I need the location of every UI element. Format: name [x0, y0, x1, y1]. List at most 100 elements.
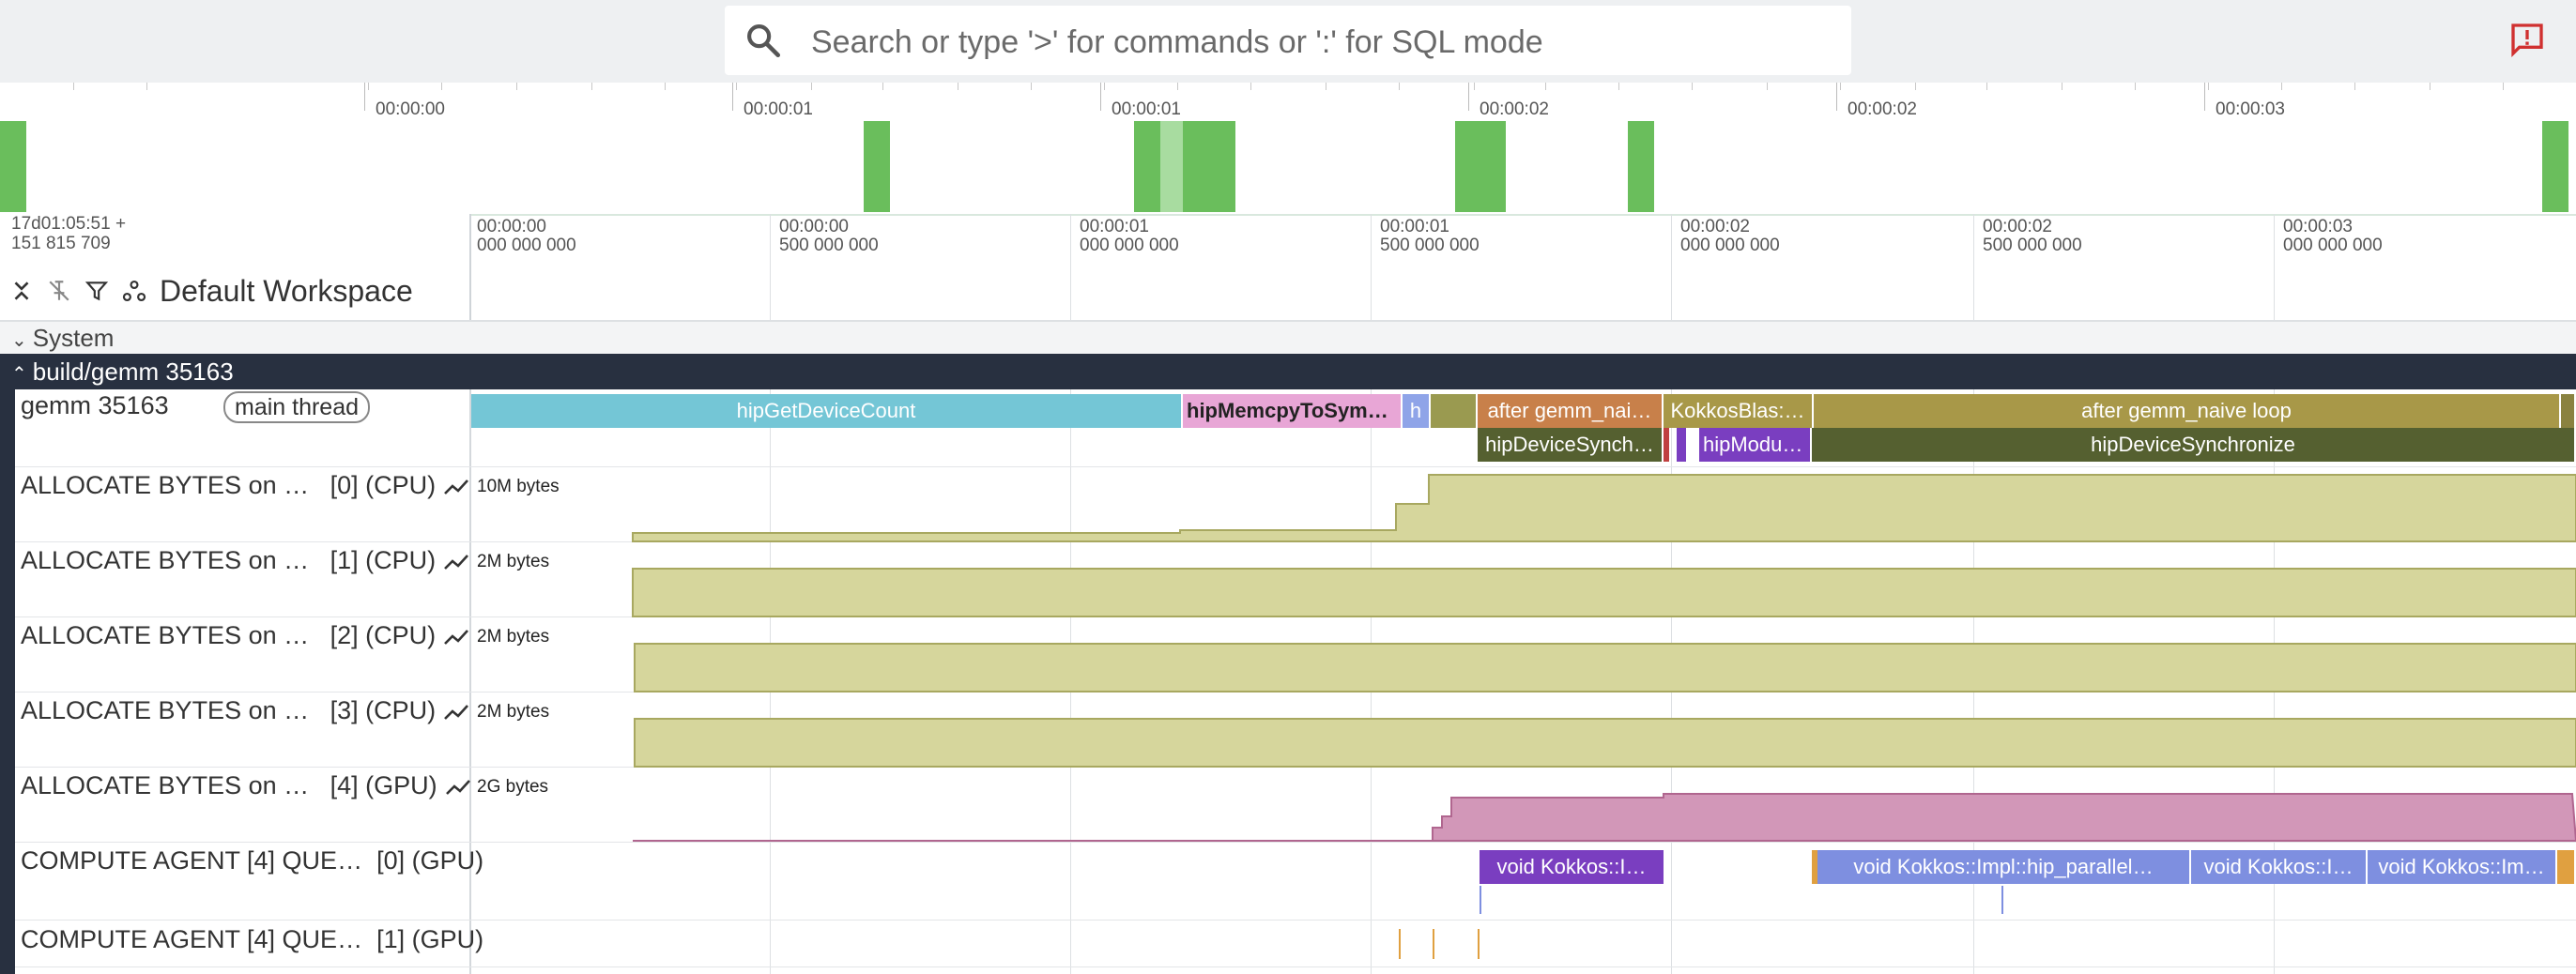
slice[interactable]: hipGetDeviceCount: [471, 394, 1181, 428]
counter-scale-label: 2M bytes: [477, 552, 550, 571]
trend-line-icon: [445, 780, 470, 795]
counter-area-cpu0: [632, 474, 2576, 542]
overview-tick: [1474, 83, 1475, 90]
overview-major-tick: [1468, 83, 1469, 111]
thread-badge: main thread: [223, 391, 371, 423]
filter-icon[interactable]: [84, 279, 109, 303]
counter-track-name[interactable]: ALLOCATE BYTES on … [3] (CPU): [21, 696, 471, 725]
counter-track-name[interactable]: ALLOCATE BYTES on … [1] (CPU): [21, 546, 471, 575]
workspace-toolbar: Default Workspace: [9, 272, 413, 310]
slice[interactable]: hipModul…: [1699, 428, 1810, 462]
workspace-name[interactable]: Default Workspace: [160, 273, 413, 308]
counter-area-gpu4: [633, 793, 2576, 842]
overview-tick: [2503, 83, 2504, 90]
slice[interactable]: [1677, 428, 1686, 462]
unpin-icon[interactable]: [47, 279, 71, 303]
overview-activity-block: [2542, 121, 2568, 212]
timestamp-offset: 17d01:05:51 + 151 815 709: [11, 214, 126, 253]
overview-tick: [2208, 83, 2209, 90]
process-group-label[interactable]: ⌃ build/gemm 35163: [11, 358, 234, 386]
counter-area-cpu3: [634, 718, 2576, 768]
ruler-time-label: 00:00:02 500 000 000: [1983, 217, 2082, 255]
kernel-slice[interactable]: [1433, 929, 1434, 959]
timestamp-offset-line2: 151 815 709: [11, 234, 111, 253]
overview-tick: [591, 83, 592, 90]
overview-timeline[interactable]: 00:00:00 00:00:01 00:00:01 00:00:02 00:0…: [0, 83, 2576, 216]
overview-tick: [1250, 83, 1251, 90]
overview-tick: [146, 83, 147, 90]
overview-tick: [2135, 83, 2136, 90]
overview-time-label: 00:00:03: [2216, 99, 2285, 119]
gpu-queue-track-name[interactable]: COMPUTE AGENT [4] QUE… [0] (GPU): [21, 846, 484, 875]
timestamp-offset-line1: 17d01:05:51 +: [11, 214, 127, 234]
trend-line-icon: [444, 479, 469, 495]
counter-track-name[interactable]: ALLOCATE BYTES on … [4] (GPU): [21, 771, 473, 800]
chevron-down-icon: ⌄: [11, 330, 27, 351]
slice[interactable]: hipDeviceSynchronize: [1812, 428, 2574, 462]
kernel-slice[interactable]: void Kokkos::I…: [1480, 850, 1664, 884]
ruler-time-label: 00:00:00 500 000 000: [779, 217, 879, 255]
overview-activity-block: [1134, 121, 1235, 212]
gpu-queue-track-name[interactable]: COMPUTE AGENT [4] QUE… [1] (GPU): [21, 925, 484, 953]
overview-tick: [1986, 83, 1987, 90]
slice[interactable]: [2561, 394, 2574, 428]
slice[interactable]: [1664, 428, 1669, 462]
counter-area-cpu1: [632, 568, 2576, 617]
slice[interactable]: hipMemcpyToSymbol: [1183, 394, 1401, 428]
counter-track-name[interactable]: ALLOCATE BYTES on … [2] (CPU): [21, 621, 471, 650]
slice[interactable]: [1431, 394, 1476, 428]
overview-activity-block: [864, 121, 890, 212]
kernel-slice[interactable]: [1812, 850, 1817, 884]
ruler-time-label: 00:00:01 000 000 000: [1080, 217, 1179, 255]
collapse-all-icon[interactable]: [9, 279, 34, 303]
track-separator: [15, 966, 2576, 967]
flow-marker: [1480, 886, 1481, 914]
kernel-slice[interactable]: [1478, 929, 1480, 959]
overview-tick: [1399, 83, 1400, 90]
slice[interactable]: after gemm_naive loop: [1814, 394, 2559, 428]
search-input[interactable]: [809, 15, 1827, 69]
track-separator: [15, 466, 2576, 467]
track-name-divider: [469, 389, 471, 974]
system-group-header[interactable]: [0, 322, 2576, 355]
overview-tick: [811, 83, 812, 90]
overview-major-tick: [1836, 83, 1837, 111]
overview-tick: [1767, 83, 1768, 90]
overview-major-tick: [364, 83, 365, 111]
overview-tick: [1692, 83, 1693, 90]
feedback-icon[interactable]: [2508, 21, 2546, 58]
track-separator: [15, 920, 2576, 921]
kernel-slice[interactable]: void Kokkos::I…: [2191, 850, 2366, 884]
overview-tick: [1104, 83, 1105, 90]
process-group-header[interactable]: [0, 354, 2576, 389]
ruler-time-label: 00:00:02 000 000 000: [1680, 217, 1780, 255]
trend-line-icon: [444, 705, 469, 720]
overview-tick: [1618, 83, 1619, 90]
counter-plots: [632, 474, 2576, 842]
overview-activity-block: [1455, 121, 1506, 212]
overview-tick: [1840, 83, 1841, 90]
track-separator: [15, 842, 2576, 843]
slice[interactable]: after gemm_nai…: [1478, 394, 1662, 428]
overview-tick: [882, 83, 883, 90]
slice[interactable]: h: [1403, 394, 1429, 428]
system-group-label[interactable]: ⌄ System: [11, 324, 115, 352]
thread-track-name[interactable]: gemm 35163: [21, 391, 169, 419]
trend-line-icon: [444, 630, 469, 645]
overview-tick: [2354, 83, 2355, 90]
kernel-slice[interactable]: [2557, 850, 2574, 884]
counter-track-name[interactable]: ALLOCATE BYTES on … [0] (CPU): [21, 471, 471, 500]
slice[interactable]: KokkosBlas:…: [1664, 394, 1812, 428]
overview-tick: [665, 83, 666, 90]
workspace-icon[interactable]: [122, 279, 146, 303]
overview-major-tick: [1100, 83, 1101, 111]
overview-time-label: 00:00:01: [744, 99, 813, 119]
ruler-divider: [0, 320, 2576, 322]
kernel-slice[interactable]: void Kokkos::Im…: [2368, 850, 2555, 884]
overview-tick: [73, 83, 74, 90]
overview-activity-block: [0, 121, 26, 212]
slice[interactable]: hipDeviceSynch…: [1478, 428, 1662, 462]
overview-major-tick: [2204, 83, 2205, 111]
kernel-slice[interactable]: [1399, 929, 1401, 959]
kernel-slice[interactable]: void Kokkos::Impl::hip_parallel…: [1817, 850, 2189, 884]
